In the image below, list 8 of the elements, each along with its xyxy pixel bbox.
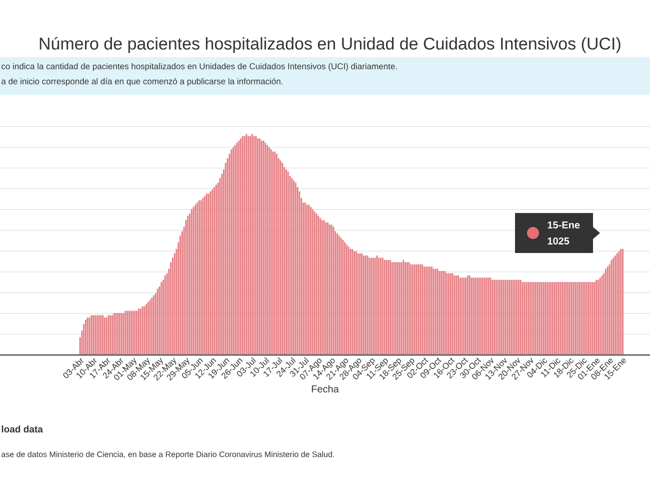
text: load data [2,426,43,432]
text: ase de datos Ministerio de Ciencia, en base a Reporte Diario Coronavirus Ministerio de Salud. [2,451,334,459]
chart-subtitle: co indica la cantidad de pacientes hospitalizados en Unidades de Cuidados Intensivos (UCI) diariamente. [2,63,397,71]
annotation: 1025 [548,237,570,245]
text: a de inicio corresponde al día en que comenzó a publicarse la información. [2,78,282,86]
chart-title: Número de pacientes hospitalizados en Unidad de Cuidados Intensivos (UCI) [40,36,620,54]
annotation: 15-Ene [548,222,580,228]
x-axis-title: Fecha [312,385,339,392]
